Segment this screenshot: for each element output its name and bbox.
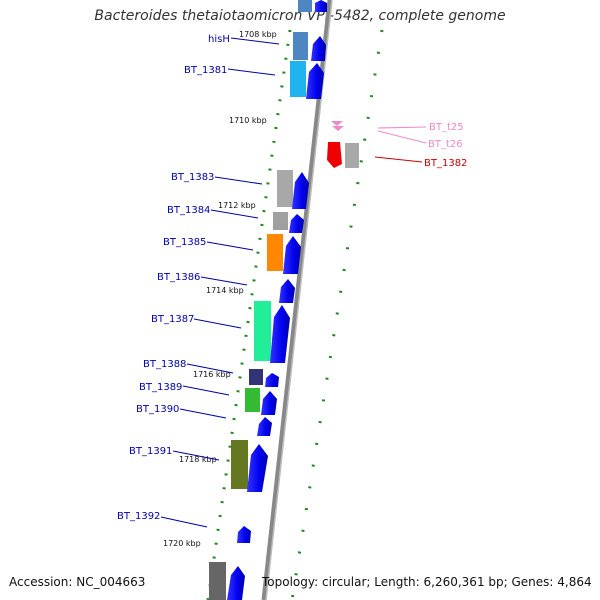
- leader-BT_1384: [210, 209, 259, 219]
- leader-BT_1391: [172, 450, 220, 461]
- gene-box-BT_1382[interactable]: [345, 143, 359, 168]
- scale-label-1716: 1716 kbp: [193, 370, 231, 379]
- gene-label-BT_1390[interactable]: BT_1390: [136, 404, 179, 415]
- trna-marker-BT_t26[interactable]: [332, 126, 344, 131]
- leader-BT_1383: [214, 176, 263, 185]
- scale-label-1708: 1708 kbp: [239, 30, 277, 39]
- gene-label-BT_1392[interactable]: BT_1392: [117, 511, 160, 522]
- gene-box-BT_1385[interactable]: [267, 234, 283, 271]
- gene-label-BT_1389[interactable]: BT_1389: [139, 382, 182, 393]
- gene-box-BT_1383[interactable]: [277, 170, 293, 207]
- gene-box-BT_1381[interactable]: [290, 61, 306, 97]
- gene-label-BT_1387[interactable]: BT_1387: [151, 314, 194, 325]
- cds-arrow-hisH[interactable]: [311, 36, 326, 61]
- gene-box-hisH[interactable]: [293, 32, 308, 60]
- accession-text: Accession: NC_004663: [9, 575, 146, 589]
- scale-label-1714: 1714 kbp: [206, 286, 244, 295]
- gene-label-BT_1383[interactable]: BT_1383: [171, 172, 214, 183]
- genome-backbone: [261, 0, 333, 600]
- gene-label-BT_1381[interactable]: BT_1381: [184, 65, 227, 76]
- leader-BT_1382: [374, 156, 423, 163]
- cds-arrow-BT_1386[interactable]: [279, 279, 295, 303]
- cds-arrow-BT_1383[interactable]: [292, 172, 309, 209]
- gene-box-BT_1387[interactable]: [254, 301, 271, 361]
- cds-arrow-BT_1392[interactable]: [237, 526, 251, 543]
- leader-BT_1388: [186, 363, 234, 374]
- gene-label-BT_1391[interactable]: BT_1391: [129, 446, 172, 457]
- gene-label-hisH[interactable]: hisH: [208, 34, 230, 45]
- gene-box-BT_1384[interactable]: [273, 212, 288, 230]
- leader-hisH: [230, 37, 280, 45]
- cds-arrow-BT_1390[interactable]: [257, 417, 272, 436]
- trna-marker-BT_t25[interactable]: [331, 121, 343, 126]
- scale-label-1720: 1720 kbp: [163, 539, 201, 548]
- cds-arrow-bottom[interactable]: [227, 566, 245, 600]
- cds-arrow-BT_1381[interactable]: [306, 63, 324, 99]
- leader-BT_1390: [179, 408, 227, 419]
- cds-arrow-BT_1382[interactable]: [327, 142, 342, 168]
- leader-BT_1392: [160, 516, 208, 528]
- cds-arrow-BT_1389[interactable]: [261, 391, 277, 415]
- gene-box-BT_1389[interactable]: [245, 388, 260, 412]
- genome-title: Bacteroides thetaiotaomicron VPI-5482, c…: [94, 8, 506, 24]
- tick-track-outer: [290, 29, 384, 600]
- cds-arrow-BT_1387[interactable]: [270, 305, 290, 363]
- gene-box-BT_1391[interactable]: [231, 440, 248, 489]
- cds-arrow-BT_1391[interactable]: [247, 444, 268, 492]
- genome-summary-text: Topology: circular; Length: 6,260,361 bp…: [262, 575, 592, 589]
- gene-label-BT_t25[interactable]: BT_t25: [429, 122, 464, 133]
- leader-BT_1387: [193, 318, 242, 329]
- gene-label-BT_1385[interactable]: BT_1385: [163, 237, 206, 248]
- gene-label-BT_1384[interactable]: BT_1384: [167, 205, 210, 216]
- cds-arrow-BT_1388[interactable]: [265, 373, 279, 387]
- leader-BT_1381: [227, 68, 276, 76]
- leader-BT_1386: [200, 276, 248, 286]
- gene-box-BT_1388[interactable]: [249, 369, 263, 385]
- leader-BT_t26: [377, 130, 427, 144]
- cds-arrow-BT_1385[interactable]: [283, 236, 301, 274]
- leader-BT_t25: [377, 126, 427, 129]
- cds-arrow-BT_1384[interactable]: [289, 214, 304, 233]
- gene-label-BT_t26[interactable]: BT_t26: [428, 139, 463, 150]
- leader-BT_1385: [206, 241, 254, 251]
- scale-label-1712: 1712 kbp: [218, 201, 256, 210]
- leader-BT_1389: [182, 385, 230, 396]
- gene-label-BT_1382[interactable]: BT_1382: [424, 158, 467, 169]
- gene-box-top[interactable]: [298, 0, 312, 12]
- scale-label-1710: 1710 kbp: [229, 116, 267, 125]
- gene-box-bottom[interactable]: [209, 562, 226, 600]
- gene-label-BT_1388[interactable]: BT_1388: [143, 359, 186, 370]
- cds-arrow-top[interactable]: [315, 0, 327, 12]
- gene-label-BT_1386[interactable]: BT_1386: [157, 272, 200, 283]
- scale-label-1718: 1718 kbp: [179, 455, 217, 464]
